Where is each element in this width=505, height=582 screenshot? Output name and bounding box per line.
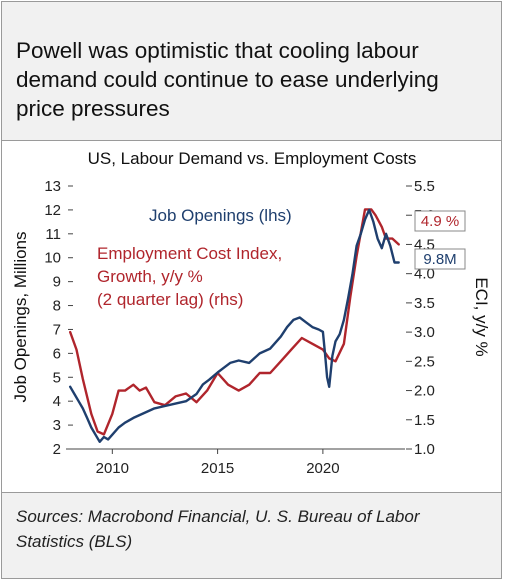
y-tick-label-right: 4.0 (414, 266, 435, 283)
series-label-eci-line: Growth, y/y % (97, 267, 203, 286)
source-note: Sources: Macrobond Financial, U. S. Bure… (16, 507, 420, 551)
headline: Powell was optimistic that cooling labou… (16, 38, 439, 121)
y-axis-label-right: ECI, y/y % (472, 277, 491, 356)
line-chart: US, Labour Demand vs. Employment Costs 2… (11, 149, 491, 477)
x-tick-label: 2015 (201, 460, 234, 477)
x-tick-label: 2010 (96, 460, 129, 477)
y-tick-label-left: 9 (53, 274, 61, 291)
x-tick-label: 2020 (306, 460, 339, 477)
series-label-eci-line: (2 quarter lag) (rhs) (97, 290, 243, 309)
annotation-eci-last: 4.9 % (414, 210, 466, 232)
y-axis-label-left: Job Openings, Millions (11, 231, 30, 402)
series-label-eci: Employment Cost Index, Growth, y/y % (2 qu… (97, 244, 282, 309)
series-line-job-openings (68, 208, 400, 443)
annotation-eci-text: 4.9 % (421, 213, 459, 230)
y-tick-label-right: 3.5 (414, 295, 435, 312)
y-tick-label-left: 4 (53, 393, 61, 410)
y-tick-label-left: 3 (53, 417, 61, 434)
y-tick-label-right: 3.0 (414, 324, 435, 341)
footer-panel: Sources: Macrobond Financial, U. S. Bure… (2, 492, 501, 578)
y-tick-label-left: 6 (53, 345, 61, 362)
y-tick-label-left: 2 (53, 441, 61, 458)
series-label-job-openings: Job Openings (lhs) (149, 206, 292, 225)
y-tick-label-right: 1.5 (414, 412, 435, 429)
y-tick-label-right: 2.0 (414, 383, 435, 400)
tick-labels: 23456789101112131.01.52.02.53.03.54.04.5… (44, 178, 435, 477)
y-tick-label-left: 10 (44, 250, 61, 267)
y-tick-label-right: 1.0 (414, 441, 435, 458)
y-tick-label-left: 11 (45, 226, 61, 243)
series-label-eci-line: Employment Cost Index, (97, 244, 282, 263)
annotation-jobs-last: 9.8M (414, 248, 466, 270)
y-tick-label-left: 12 (44, 202, 61, 219)
header-panel: Powell was optimistic that cooling labou… (2, 2, 501, 141)
chart-title: US, Labour Demand vs. Employment Costs (88, 149, 417, 168)
y-tick-label-left: 13 (44, 178, 61, 195)
y-tick-label-right: 2.5 (414, 353, 435, 370)
y-tick-label-right: 5.5 (414, 178, 435, 195)
y-tick-label-left: 5 (53, 369, 61, 386)
annotation-jobs-text: 9.8M (423, 251, 456, 268)
y-tick-label-left: 7 (53, 321, 61, 338)
y-tick-label-left: 8 (53, 298, 61, 315)
